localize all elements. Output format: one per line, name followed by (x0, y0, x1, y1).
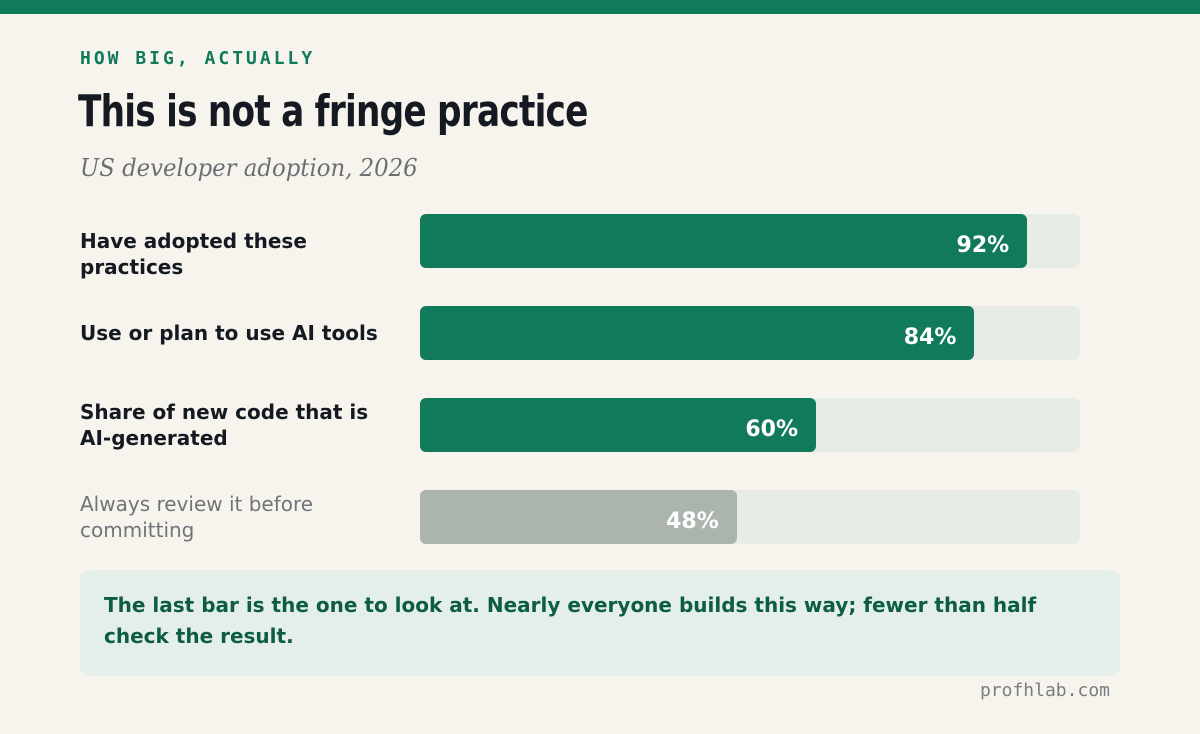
chart-title: This is not a fringe practice (78, 86, 588, 137)
eyebrow: HOW BIG, ACTUALLY (80, 48, 316, 69)
value-label: 48% (666, 509, 719, 534)
chart-subtitle: US developer adoption, 2026 (80, 154, 418, 182)
category-label: Use or plan to use AI tools (80, 321, 378, 345)
bar (420, 398, 816, 452)
top-bar (0, 0, 1200, 14)
category-label: Always review it before committing (80, 492, 314, 542)
bar (420, 214, 1028, 268)
bar (420, 490, 737, 544)
category-label: Share of new code that is AI-generated (80, 400, 369, 450)
footer: profhlab.com (979, 680, 1110, 701)
bar (420, 306, 975, 360)
note-text: The last bar is the one to look at. Near… (104, 593, 1037, 648)
category-label: Have adopted these practices (80, 229, 307, 279)
note-box (80, 570, 1120, 676)
value-label: 84% (903, 325, 957, 350)
value-label: 92% (956, 233, 1010, 258)
value-label: 60% (745, 417, 798, 442)
